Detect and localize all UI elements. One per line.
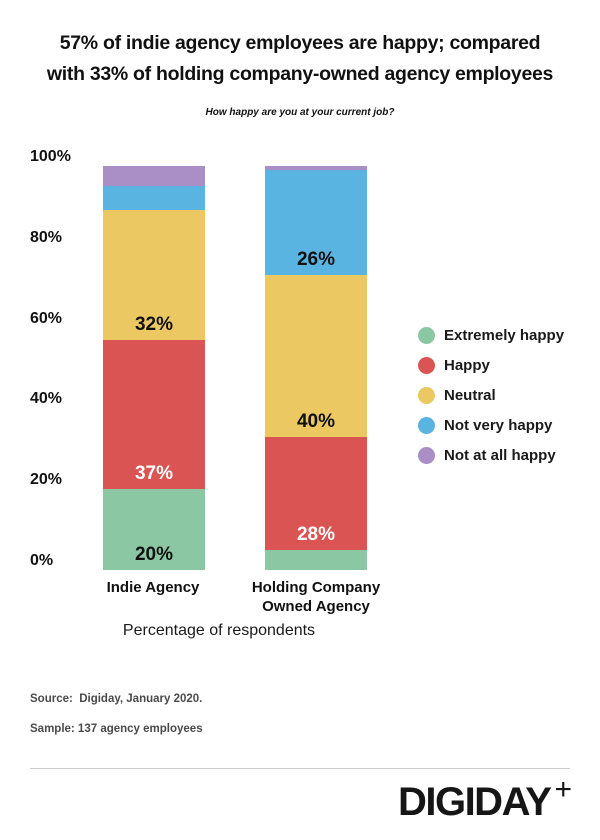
y-axis-tick: 0% bbox=[30, 552, 54, 569]
legend-item: Extremely happy bbox=[418, 327, 564, 344]
legend-dot-icon bbox=[418, 327, 435, 344]
bar-segment bbox=[265, 549, 367, 570]
legend-item: Not very happy bbox=[418, 417, 564, 434]
bar-value-label: 28% bbox=[296, 523, 336, 545]
y-axis-tick: 100% bbox=[30, 148, 71, 165]
bar-segment bbox=[103, 166, 205, 187]
bar-segment bbox=[265, 436, 367, 550]
category-label: Indie Agency bbox=[106, 579, 200, 596]
bar-value-label: 26% bbox=[296, 249, 336, 271]
y-axis-tick: 80% bbox=[30, 228, 63, 246]
plus-icon: + bbox=[554, 773, 572, 806]
chart-title-line1: 57% of indie agency employees are happy;… bbox=[59, 32, 541, 54]
legend-dot-icon bbox=[418, 417, 435, 434]
legend-label: Neutral bbox=[444, 387, 496, 404]
legend-item: Not at all happy bbox=[418, 447, 564, 464]
bar-segment bbox=[265, 275, 367, 437]
legend-label: Happy bbox=[444, 357, 490, 374]
x-axis-label: Percentage of respondents bbox=[122, 622, 316, 639]
legend-label: Not at all happy bbox=[444, 447, 556, 464]
legend-dot-icon bbox=[418, 387, 435, 404]
legend-item: Happy bbox=[418, 357, 564, 374]
bar-segment bbox=[265, 166, 367, 171]
sample-note: Sample: 137 agency employees bbox=[30, 723, 203, 735]
y-axis: 0% 20% 40% 60% 80% 100% bbox=[30, 148, 100, 660]
bar-segment bbox=[103, 489, 205, 570]
y-axis-tick: 60% bbox=[30, 309, 63, 327]
chart-title-line2: with 33% of holding company-owned agency… bbox=[46, 63, 554, 85]
bar-segment bbox=[103, 339, 205, 490]
footer-divider bbox=[30, 768, 570, 769]
plot-area: 20% 37% 32% 28% 40% 26% bbox=[103, 166, 367, 570]
legend-label: Extremely happy bbox=[444, 327, 565, 344]
digiday-logo: DIGIDAY + bbox=[397, 775, 572, 824]
stacked-bar-chart: 0% 20% 40% 60% 80% 100% 20% 37% 32% 28% 40% 26% In… bbox=[0, 148, 600, 660]
y-axis-tick: 20% bbox=[30, 471, 63, 489]
bar-segment bbox=[265, 170, 367, 276]
bar-value-label: 37% bbox=[134, 463, 174, 485]
category-label: Holding Company Owned Agency bbox=[251, 579, 381, 615]
bar-value-label: 40% bbox=[296, 410, 336, 432]
bar-value-label: 20% bbox=[134, 544, 174, 565]
bar-segment bbox=[103, 210, 205, 340]
legend: Extremely happy Happy Neutral Not very happ… bbox=[418, 327, 564, 477]
legend-dot-icon bbox=[418, 447, 435, 464]
legend-item: Neutral bbox=[418, 387, 564, 404]
digiday-logo-text: DIGIDAY bbox=[397, 780, 552, 824]
source-note: Source: Digiday, January 2020. bbox=[30, 693, 203, 705]
y-axis-tick: 40% bbox=[30, 390, 63, 408]
bar-segment bbox=[103, 186, 205, 211]
legend-label: Not very happy bbox=[444, 417, 553, 434]
chart-subtitle: How happy are you at your current job? bbox=[205, 107, 395, 118]
bar-value-label: 32% bbox=[134, 313, 174, 335]
chart-title: 57% of indie agency employees are happy;… bbox=[10, 28, 590, 90]
stacked-bar: 28% 40% 26% bbox=[265, 166, 367, 570]
legend-dot-icon bbox=[418, 357, 435, 374]
stacked-bar: 20% 37% 32% bbox=[103, 166, 205, 570]
